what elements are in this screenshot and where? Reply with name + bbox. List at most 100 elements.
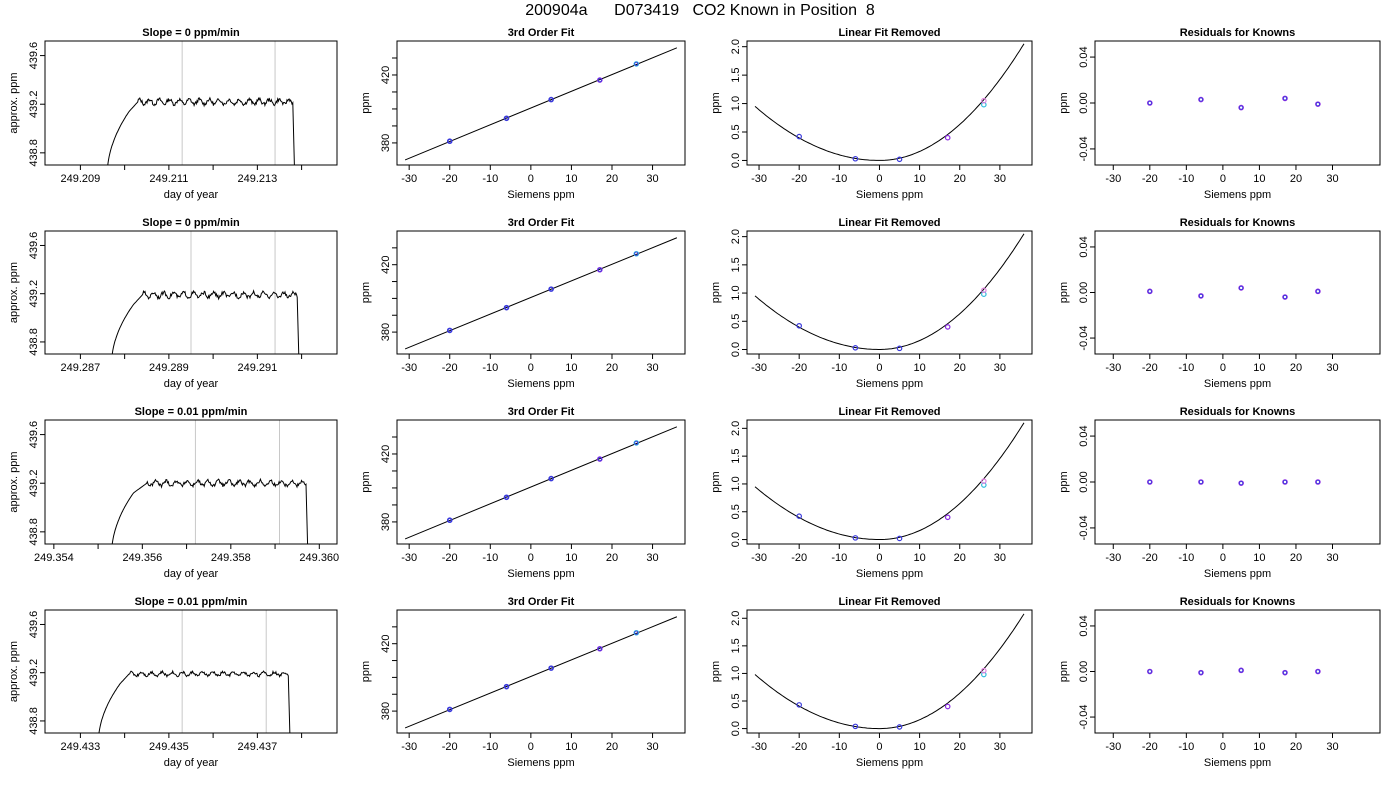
x-tick-label: 0 <box>1220 552 1226 564</box>
x-tick-label: -10 <box>1178 552 1194 564</box>
chart-title: Slope = 0 ppm/min <box>142 27 240 39</box>
y-axis-label: ppm <box>360 282 372 303</box>
plot-area <box>98 669 291 733</box>
x-tick-label: 30 <box>1326 552 1338 564</box>
data-point <box>796 133 802 140</box>
x-tick-label: 20 <box>954 741 966 753</box>
x-axis-label: day of year <box>164 378 219 390</box>
plot-frame <box>396 419 686 545</box>
x-axis-label: Siemens ppm <box>856 378 923 390</box>
data-point <box>1315 288 1321 295</box>
chart-title: Residuals for Knowns <box>1180 27 1296 39</box>
y-tick-label: 2.0 <box>730 229 742 244</box>
series-line <box>107 96 295 165</box>
chart-panel-r1c2: 3rd Order Fit -30 -20 -10 0 10 20 30 380 420 Sieme… <box>360 27 686 201</box>
data-point-overlay <box>634 630 639 635</box>
y-tick-label: 438.8 <box>28 139 40 167</box>
y-axis-label: ppm <box>710 661 722 682</box>
data-point-overlay <box>1315 102 1320 107</box>
data-point <box>597 456 603 462</box>
y-tick-label: 380 <box>380 513 392 531</box>
y-tick-label: 0.5 <box>730 693 742 708</box>
data-point-overlay <box>504 684 509 689</box>
data-point <box>633 440 640 446</box>
chart-panel-r2c1: Slope = 0 ppm/min 249.287 249.289 249.291 43… <box>8 217 338 390</box>
data-point <box>503 115 510 122</box>
y-tick-label: 439.6 <box>28 232 40 260</box>
x-tick-label: -30 <box>751 552 767 564</box>
figure-title: 200904a D073419 CO2 Known in Position 8 <box>525 2 875 19</box>
x-tick-label: 10 <box>913 552 925 564</box>
chart-panel-r1c3: Linear Fit Removed -30 -20 -10 0 10 20 30 0.0 0.5… <box>710 27 1033 201</box>
y-tick-label: -0.04 <box>1078 515 1090 540</box>
y-axis-label: ppm <box>360 92 372 113</box>
data-point-overlay <box>1198 293 1203 298</box>
data-point <box>1315 479 1321 485</box>
chart-title: Residuals for Knowns <box>1180 217 1296 229</box>
y-tick-label: 438.8 <box>28 518 40 546</box>
x-tick-label: 249.289 <box>149 362 189 374</box>
data-point <box>1282 479 1288 485</box>
x-tick-label: -20 <box>1142 741 1158 753</box>
data-point-overlay <box>549 476 554 481</box>
chart-title: 3rd Order Fit <box>508 406 575 418</box>
data-point <box>944 514 951 521</box>
y-tick-label: 0.00 <box>1078 282 1090 303</box>
data-point <box>981 287 987 294</box>
x-tick-label: 0 <box>1220 362 1226 374</box>
y-tick-label: 2.0 <box>730 39 742 54</box>
y-tick-label: 439.2 <box>28 280 40 308</box>
x-tick-label: 10 <box>1253 741 1265 753</box>
x-axis-label: Siemens ppm <box>507 757 574 769</box>
y-tick-label: 380 <box>380 323 392 341</box>
y-axis-label: approx. ppm <box>8 262 20 323</box>
y-tick-label: 420 <box>380 635 392 653</box>
x-tick-label: -20 <box>442 362 458 374</box>
data-point <box>1238 667 1244 674</box>
y-tick-label: 380 <box>380 134 392 152</box>
x-axis-label: day of year <box>164 568 219 580</box>
x-axis-label: Siemens ppm <box>1204 568 1271 580</box>
x-tick-label: 0 <box>528 552 534 564</box>
x-tick-label: 30 <box>994 173 1006 185</box>
data-point <box>796 513 802 519</box>
data-point-overlay <box>1283 96 1288 101</box>
data-point-overlay <box>549 97 554 102</box>
y-axis-label: approx. ppm <box>8 72 20 133</box>
chart-panel-r4c4: Residuals for Knowns -30 -20 -10 0 10 20 30 -0.0… <box>1058 596 1381 769</box>
x-tick-label: -20 <box>791 552 807 564</box>
plot-frame <box>44 40 338 166</box>
x-tick-label: 249.213 <box>237 173 277 185</box>
data-point-overlay <box>1147 101 1152 106</box>
y-tick-label: 0.04 <box>1078 46 1090 67</box>
y-tick-label: -0.04 <box>1078 705 1090 730</box>
chart-title: 3rd Order Fit <box>508 217 575 229</box>
y-tick-label: 0.04 <box>1078 615 1090 636</box>
x-tick-label: -30 <box>401 362 417 374</box>
y-axis-label: ppm <box>1058 282 1070 303</box>
data-point-overlay <box>1198 479 1203 484</box>
y-tick-label: 0.00 <box>1078 92 1090 113</box>
chart-title: 3rd Order Fit <box>508 596 575 608</box>
x-tick-label: 10 <box>913 173 925 185</box>
x-tick-label: 20 <box>954 552 966 564</box>
data-point <box>548 286 554 292</box>
fit-line <box>404 47 678 161</box>
y-tick-label: 1.5 <box>730 638 742 653</box>
data-point-overlay <box>447 518 452 523</box>
x-tick-label: 10 <box>1253 362 1265 374</box>
data-point <box>446 706 453 713</box>
x-tick-label: 10 <box>565 173 577 185</box>
plot-area <box>404 47 678 161</box>
x-tick-label: -20 <box>791 362 807 374</box>
data-point <box>944 703 951 710</box>
x-tick-label: 0 <box>1220 173 1226 185</box>
data-point-overlay <box>634 440 639 445</box>
y-tick-label: 420 <box>380 66 392 84</box>
data-point <box>1198 479 1204 485</box>
x-tick-label: 10 <box>913 741 925 753</box>
x-tick-label: -30 <box>1105 741 1121 753</box>
x-tick-label: 20 <box>606 552 618 564</box>
x-axis-label: Siemens ppm <box>1204 378 1271 390</box>
x-tick-label: 30 <box>994 552 1006 564</box>
